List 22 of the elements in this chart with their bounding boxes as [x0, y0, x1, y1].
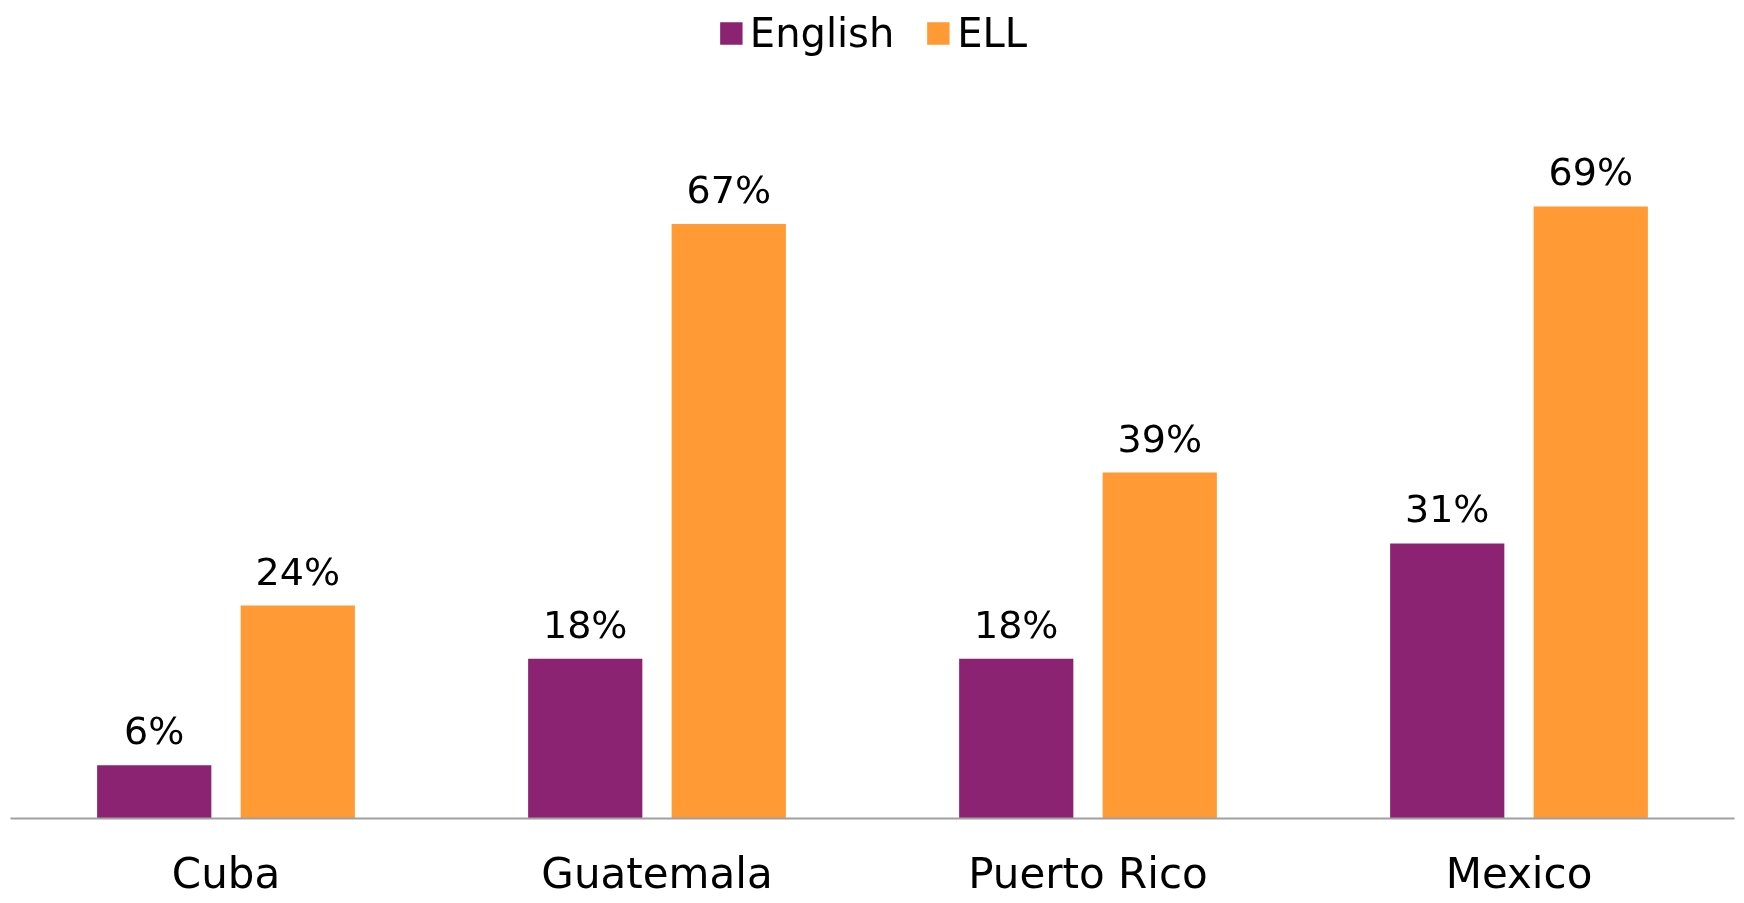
data-label: 24%	[255, 549, 340, 594]
bar	[1533, 206, 1648, 819]
x-tick-label: Cuba	[171, 848, 281, 898]
data-label: 31%	[1405, 487, 1490, 532]
x-tick-label: Puerto Rico	[968, 848, 1208, 898]
bar	[1390, 543, 1505, 819]
bar	[671, 224, 786, 819]
x-tick-label: Guatemala	[541, 848, 773, 898]
bar	[1102, 472, 1217, 819]
bar	[240, 605, 355, 819]
data-label: 18%	[543, 602, 628, 647]
bar	[97, 765, 212, 819]
legend-label: ELL	[957, 10, 1028, 56]
legend-label: English	[749, 10, 895, 56]
bar	[959, 658, 1074, 819]
bar	[528, 658, 643, 819]
data-label: 67%	[686, 168, 771, 213]
data-label: 39%	[1117, 416, 1202, 461]
x-tick-label: Mexico	[1445, 848, 1593, 898]
data-label: 18%	[974, 602, 1059, 647]
data-label: 69%	[1548, 150, 1633, 195]
data-label: 6%	[124, 709, 185, 754]
